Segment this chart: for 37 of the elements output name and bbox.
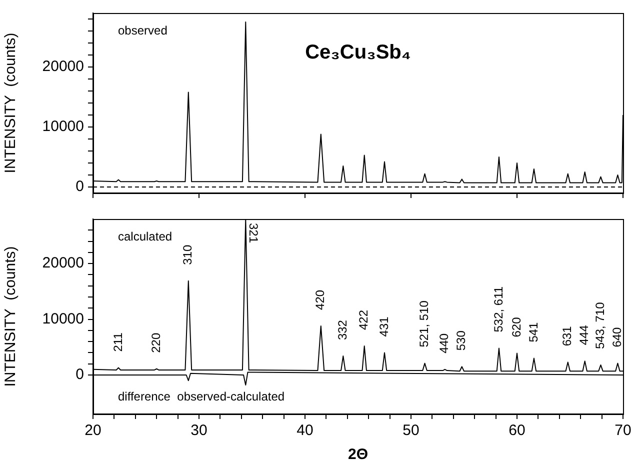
y-tick-label: 10000 [42,310,84,328]
x-tick-label: 20 [84,422,102,440]
x-tick-label: 60 [508,422,526,440]
x-tick-label: 70 [614,422,632,440]
annotation: 640 [610,326,624,348]
annotation: 321 [246,223,260,244]
x-tick-label: 30 [190,422,208,440]
annotation: 620 [509,316,524,338]
x-tick-label: 50 [402,422,420,440]
y-tick-label: 20000 [42,58,84,76]
annotation: 521, 510 [417,300,432,348]
y-tick-label: 20000 [42,254,84,272]
annotation: 541 [526,322,540,342]
annotation: 532, 611 [491,286,506,332]
annotation: 543, 710 [593,302,608,349]
annotation: 631 [560,326,574,346]
y-axis-title: INTENSITY (counts) [2,246,20,387]
annotation: 431 [376,316,391,337]
annotation: difference observed-calculated [118,389,285,404]
annotation: calculated [118,229,172,244]
annotation: 420 [313,290,328,310]
y-tick-label: 0 [76,178,84,196]
annotation: 440 [437,333,452,354]
text: Ce₃Cu₃Sb₄ [305,42,411,64]
annotation: 332 [335,320,350,340]
x-axis-title: 2Θ [348,446,368,464]
annotation: 220 [148,332,163,353]
annotation: 444 [577,324,592,346]
annotation: 211 [110,332,125,352]
annotation: 310 [180,244,195,265]
y-tick-label: 10000 [42,118,84,136]
annotation: observed [118,23,168,38]
y-tick-label: 0 [76,366,84,384]
x-tick-label: 40 [296,422,314,440]
y-axis-title: INTENSITY (counts) [2,32,20,174]
annotation: 422 [356,310,371,330]
annotation: 530 [454,330,468,351]
